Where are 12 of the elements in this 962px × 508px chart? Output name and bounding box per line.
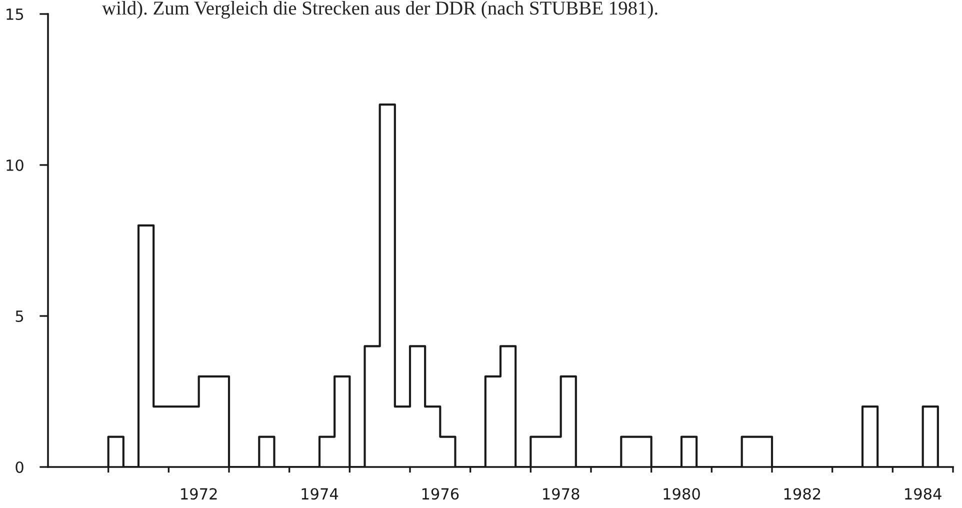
x-tick-label: 1974 [302,488,338,500]
y-tick-label: 0 [16,461,24,474]
x-tick-label: 1972 [181,488,217,500]
y-tick-label: 10 [6,159,24,172]
x-tick-label: 1982 [784,488,820,500]
x-tick-label: 1976 [422,488,459,500]
x-tick-label: 1978 [543,488,580,500]
x-tick-label: 1980 [664,488,700,500]
y-tick-label: 5 [16,310,24,322]
annotation: wild). Zum Vergleich die Strecken aus der DDR (nach STUBBE 1981). [102,1,658,19]
x-tick-label: 1984 [905,488,942,500]
y-tick-label: 15 [6,8,24,20]
